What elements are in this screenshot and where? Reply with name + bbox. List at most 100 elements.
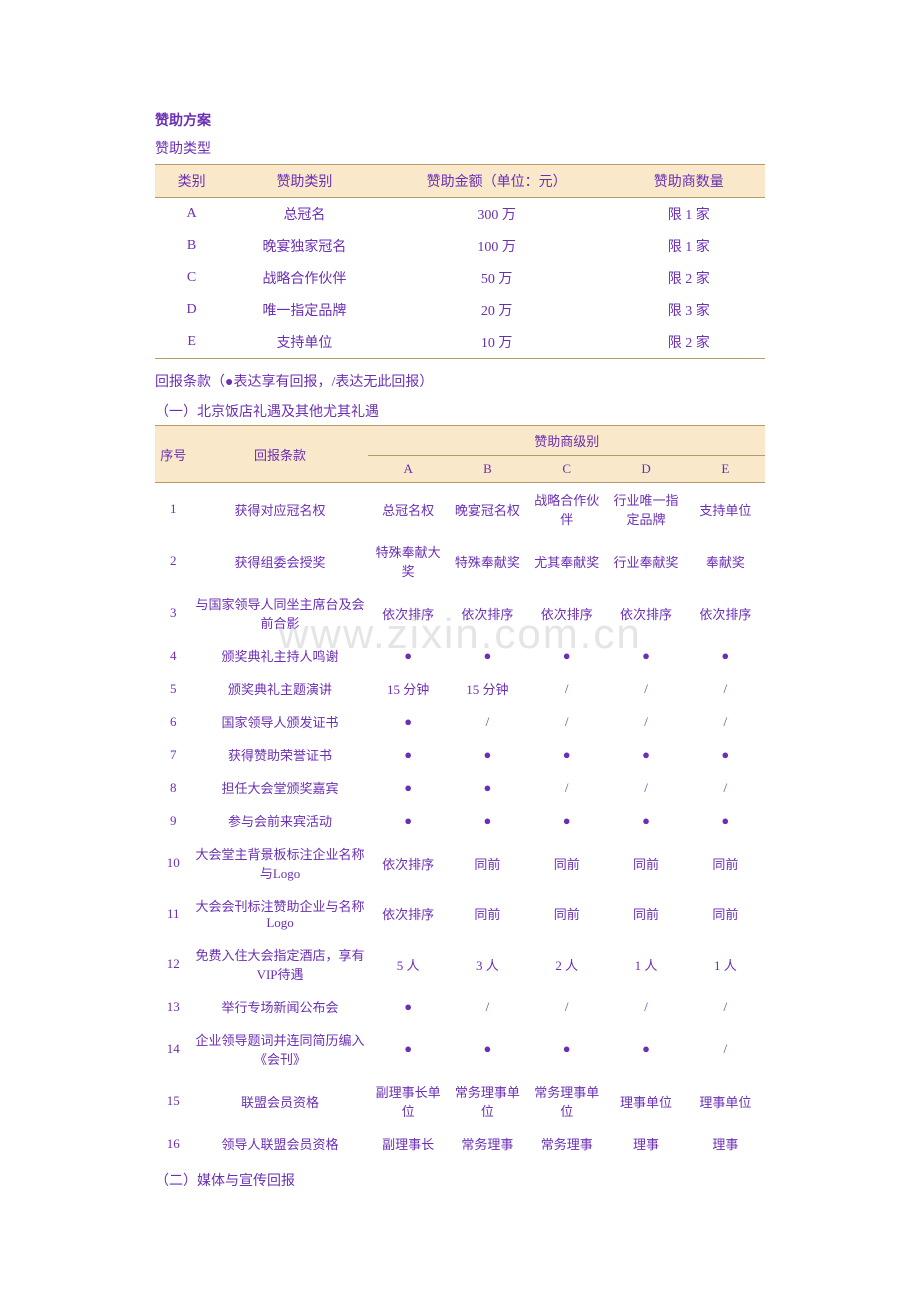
table-cell: / [686,990,765,1023]
row-title: 大会会刊标注赞助企业与名称Logo [192,889,369,938]
table-cell: 唯一指定品牌 [228,294,381,326]
row-title: 大会堂主背景板标注企业名称与Logo [192,837,369,889]
row-num: 6 [155,705,192,738]
table-header: 赞助商数量 [612,165,765,198]
table-cell: 依次排序 [527,587,606,639]
table-cell: 限 2 家 [612,262,765,294]
table-cell: / [448,705,527,738]
row-num: 15 [155,1075,192,1127]
col-return: 回报条款 [192,426,369,483]
table-cell: 战略合作伙伴 [527,483,606,536]
table-cell: ● [606,639,685,672]
row-title: 免费入住大会指定酒店，享有 VIP待遇 [192,938,369,990]
row-title: 颁奖典礼主持人鸣谢 [192,639,369,672]
table-row: 7获得赞助荣誉证书●●●●● [155,738,765,771]
table-cell: 总冠名 [228,198,381,231]
table-row: E支持单位10 万限 2 家 [155,326,765,359]
table-row: 6国家领导人颁发证书●//// [155,705,765,738]
table-cell: 1 人 [606,938,685,990]
table-header: 赞助金额（单位：元） [381,165,613,198]
table-row: 11大会会刊标注赞助企业与名称Logo依次排序同前同前同前同前 [155,889,765,938]
table-cell: / [527,990,606,1023]
row-num: 13 [155,990,192,1023]
table-row: 16领导人联盟会员资格副理事长常务理事常务理事理事理事 [155,1127,765,1160]
row-num: 11 [155,889,192,938]
table-cell: 依次排序 [448,587,527,639]
table-cell: 5 人 [368,938,447,990]
table-cell: 理事 [686,1127,765,1160]
table-subheader: B [448,456,527,483]
row-title: 联盟会员资格 [192,1075,369,1127]
row-num: 14 [155,1023,192,1075]
table-cell: 行业唯一指定品牌 [606,483,685,536]
table-cell: ● [448,639,527,672]
table-cell: ● [368,639,447,672]
table-cell: / [686,705,765,738]
table-cell: ● [448,804,527,837]
table-cell: 战略合作伙伴 [228,262,381,294]
table-cell: 同前 [606,889,685,938]
table-cell: ● [606,738,685,771]
table-cell: 常务理事单位 [448,1075,527,1127]
table-cell: 晚宴独家冠名 [228,230,381,262]
table-cell: / [686,771,765,804]
row-title: 获得组委会授奖 [192,535,369,587]
return-terms-label: 回报条款（●表达享有回报，/表达无此回报） [155,371,765,391]
table-cell: ● [686,639,765,672]
table-cell: 限 2 家 [612,326,765,359]
row-num: 2 [155,535,192,587]
table-subheader: C [527,456,606,483]
row-title: 国家领导人颁发证书 [192,705,369,738]
table-cell: 100 万 [381,230,613,262]
table-cell: ● [368,738,447,771]
table-cell: ● [527,738,606,771]
table-cell: A [155,198,228,231]
table-cell: 理事单位 [686,1075,765,1127]
row-num: 9 [155,804,192,837]
table-cell: ● [527,639,606,672]
table-cell: / [527,771,606,804]
row-num: 12 [155,938,192,990]
table-cell: 依次排序 [606,587,685,639]
table-cell: 常务理事 [448,1127,527,1160]
table-row: 13举行专场新闻公布会●//// [155,990,765,1023]
row-title: 担任大会堂颁奖嘉宾 [192,771,369,804]
table-cell: 晚宴冠名权 [448,483,527,536]
return-terms-table: 序号 回报条款 赞助商级别 ABCDE 1获得对应冠名权总冠名权晚宴冠名权战略合… [155,425,765,1160]
table-cell: D [155,294,228,326]
page-title: 赞助方案 [155,110,765,130]
table-cell: 1 人 [686,938,765,990]
table-row: D唯一指定品牌20 万限 3 家 [155,294,765,326]
table-cell: 理事单位 [606,1075,685,1127]
table-row: 5颁奖典礼主题演讲15 分钟15 分钟/// [155,672,765,705]
row-num: 7 [155,738,192,771]
table-cell: 10 万 [381,326,613,359]
table-cell: 同前 [527,889,606,938]
table-cell: 同前 [606,837,685,889]
table-cell: ● [448,738,527,771]
table-cell: / [527,705,606,738]
table-cell: 常务理事 [527,1127,606,1160]
table-row: 4颁奖典礼主持人鸣谢●●●●● [155,639,765,672]
table-cell: / [686,1023,765,1075]
table-cell: 15 分钟 [448,672,527,705]
row-title: 举行专场新闻公布会 [192,990,369,1023]
table-cell: E [155,326,228,359]
table-cell: 行业奉献奖 [606,535,685,587]
table-cell: / [606,771,685,804]
table-cell: ● [448,1023,527,1075]
table-row: 10大会堂主背景板标注企业名称与Logo依次排序同前同前同前同前 [155,837,765,889]
row-num: 16 [155,1127,192,1160]
table-cell: / [686,672,765,705]
table-cell: ● [686,738,765,771]
table-cell: / [606,672,685,705]
row-num: 4 [155,639,192,672]
table-cell: 依次排序 [368,587,447,639]
table-cell: 奉献奖 [686,535,765,587]
table-row: B晚宴独家冠名100 万限 1 家 [155,230,765,262]
table-cell: 2 人 [527,938,606,990]
table-row: A总冠名300 万限 1 家 [155,198,765,231]
table-cell: 50 万 [381,262,613,294]
sponsor-type-table: 类别赞助类别赞助金额（单位：元）赞助商数量 A总冠名300 万限 1 家B晚宴独… [155,164,765,359]
table-cell: / [527,672,606,705]
